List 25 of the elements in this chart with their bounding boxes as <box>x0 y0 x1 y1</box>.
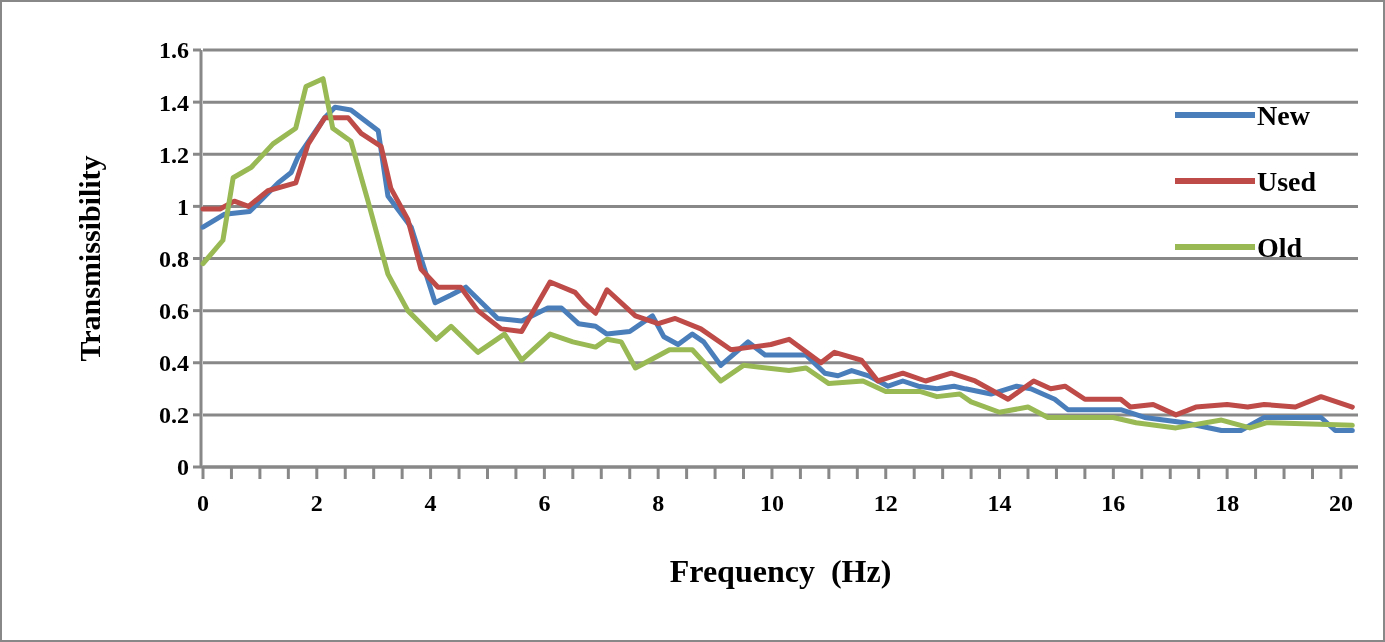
x-tick-label: 12 <box>873 490 898 516</box>
legend-label: Old <box>1257 231 1303 263</box>
y-tick-label: 0.4 <box>159 350 189 377</box>
y-tick-label: 0.6 <box>159 298 189 325</box>
x-tick-label: 4 <box>424 490 437 516</box>
x-tick-label: 20 <box>1328 490 1353 516</box>
x-tick-label: 18 <box>1215 490 1240 516</box>
x-tick-label: 8 <box>652 490 665 516</box>
y-tick-label: 1.6 <box>159 37 189 64</box>
y-tick-label: 1 <box>177 193 189 220</box>
y-tick-label: 1.2 <box>159 141 189 168</box>
y-tick-label: 1.4 <box>159 89 189 116</box>
x-tick-label: 2 <box>310 490 323 516</box>
x-tick-label: 6 <box>538 490 551 516</box>
x-tick-label: 16 <box>1101 490 1126 516</box>
y-tick-label: 0.2 <box>159 402 189 429</box>
legend-label: Used <box>1257 165 1317 197</box>
x-axis-title: Frequency (Hz) <box>669 553 892 589</box>
x-tick-label: 0 <box>197 490 209 516</box>
y-tick-label: 0.8 <box>159 245 189 272</box>
x-tick-label: 10 <box>759 490 784 516</box>
y-tick-label: 0 <box>177 454 189 481</box>
y-axis-title: Transmissibility <box>73 155 106 362</box>
legend-label: New <box>1257 99 1311 131</box>
x-tick-label: 14 <box>987 490 1012 516</box>
